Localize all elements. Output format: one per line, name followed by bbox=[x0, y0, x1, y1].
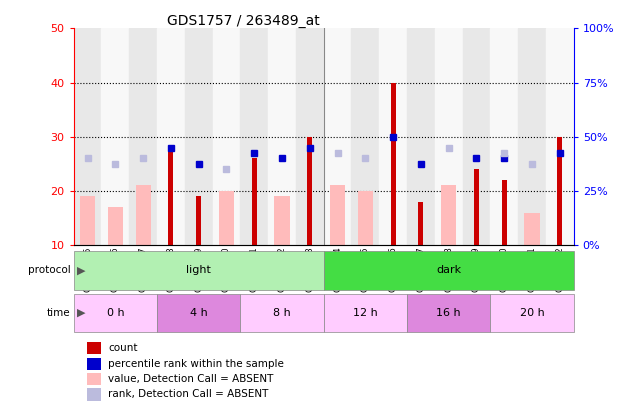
Bar bbox=[330, 185, 345, 245]
Text: GDS1757 / 263489_at: GDS1757 / 263489_at bbox=[167, 14, 320, 28]
Text: count: count bbox=[108, 343, 138, 353]
Bar bbox=[490, 28, 518, 245]
Bar bbox=[74, 251, 324, 290]
Bar bbox=[157, 294, 240, 332]
Bar bbox=[490, 294, 574, 332]
Text: ▶: ▶ bbox=[77, 308, 85, 318]
Bar bbox=[441, 185, 456, 245]
Bar bbox=[108, 207, 123, 245]
Text: rank, Detection Call = ABSENT: rank, Detection Call = ABSENT bbox=[108, 390, 269, 399]
Text: 12 h: 12 h bbox=[353, 308, 378, 318]
Bar bbox=[129, 28, 157, 245]
Bar bbox=[407, 294, 490, 332]
Bar bbox=[435, 28, 463, 245]
Bar bbox=[324, 251, 574, 290]
Text: 0 h: 0 h bbox=[106, 308, 124, 318]
Bar bbox=[324, 28, 351, 245]
Text: light: light bbox=[187, 265, 211, 275]
Bar bbox=[463, 28, 490, 245]
Bar bbox=[546, 28, 574, 245]
Text: value, Detection Call = ABSENT: value, Detection Call = ABSENT bbox=[108, 374, 274, 384]
Bar bbox=[169, 147, 174, 245]
Bar bbox=[502, 180, 507, 245]
Bar bbox=[219, 191, 234, 245]
Bar bbox=[324, 294, 407, 332]
Bar bbox=[268, 28, 296, 245]
Bar bbox=[74, 294, 157, 332]
Bar bbox=[296, 28, 324, 245]
Bar bbox=[185, 28, 213, 245]
Bar bbox=[80, 196, 96, 245]
Bar bbox=[101, 28, 129, 245]
Text: time: time bbox=[47, 308, 71, 318]
Text: 8 h: 8 h bbox=[273, 308, 291, 318]
Bar bbox=[407, 28, 435, 245]
Text: dark: dark bbox=[436, 265, 462, 275]
Text: 16 h: 16 h bbox=[437, 308, 461, 318]
Bar bbox=[240, 28, 268, 245]
Text: 4 h: 4 h bbox=[190, 308, 208, 318]
Bar bbox=[474, 169, 479, 245]
Bar bbox=[213, 28, 240, 245]
Bar bbox=[252, 158, 257, 245]
Bar bbox=[390, 83, 395, 245]
Text: percentile rank within the sample: percentile rank within the sample bbox=[108, 359, 284, 369]
Bar bbox=[274, 196, 290, 245]
Bar bbox=[518, 28, 546, 245]
Bar bbox=[240, 294, 324, 332]
Bar bbox=[157, 28, 185, 245]
Bar bbox=[135, 185, 151, 245]
Text: 20 h: 20 h bbox=[520, 308, 544, 318]
Text: ▶: ▶ bbox=[77, 265, 85, 275]
Bar bbox=[524, 213, 540, 245]
Bar bbox=[351, 28, 379, 245]
Bar bbox=[307, 136, 312, 245]
Bar bbox=[358, 191, 373, 245]
Bar bbox=[557, 136, 562, 245]
Bar bbox=[74, 28, 101, 245]
Text: protocol: protocol bbox=[28, 265, 71, 275]
Bar bbox=[419, 202, 424, 245]
Bar bbox=[379, 28, 407, 245]
Bar bbox=[196, 196, 201, 245]
